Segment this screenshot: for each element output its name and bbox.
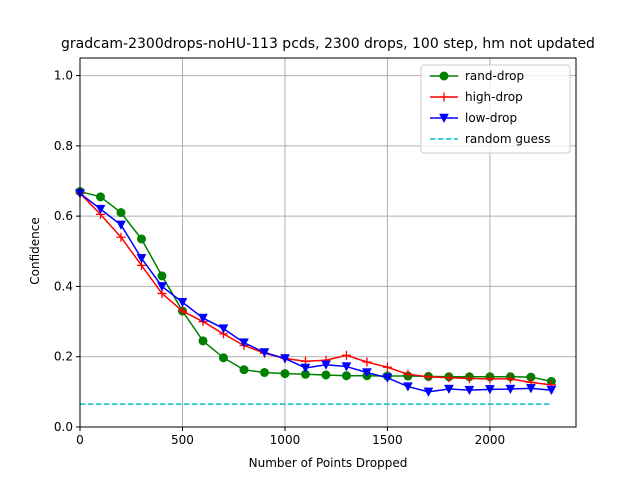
y-tick-label: 0.8 bbox=[54, 139, 73, 153]
legend-box bbox=[420, 64, 571, 154]
y-axis-label: Confidence bbox=[28, 217, 42, 284]
data-point-high-drop bbox=[423, 372, 433, 382]
data-point-low-drop bbox=[116, 220, 126, 230]
data-point-low-drop bbox=[362, 368, 372, 378]
data-point-low-drop bbox=[485, 385, 495, 395]
data-point-high-drop bbox=[444, 373, 454, 383]
series-layer bbox=[75, 187, 557, 405]
data-point-high-drop bbox=[403, 369, 413, 379]
data-point-low-drop bbox=[444, 384, 454, 395]
data-point-low-drop bbox=[95, 204, 106, 215]
data-point-rand-drop bbox=[136, 234, 146, 244]
series-line-low-drop bbox=[79, 192, 552, 393]
data-point-high-drop bbox=[116, 232, 126, 242]
data-point-high-drop bbox=[362, 357, 372, 367]
legend-label-low-drop: low-drop bbox=[465, 111, 517, 125]
data-point-low-drop bbox=[157, 282, 167, 292]
data-point-high-drop bbox=[341, 350, 351, 360]
legend-entry-low-drop: low-drop bbox=[430, 111, 517, 125]
data-point-high-drop bbox=[485, 374, 495, 384]
axis-ticks: 0 500 1000 1500 2000 0.0 0.2 0.4 0.6 0.8 1.0 bbox=[54, 69, 505, 447]
data-point-rand-drop bbox=[341, 371, 351, 381]
legend-label-high-drop: high-drop bbox=[465, 90, 523, 104]
y-tick-label: 1.0 bbox=[54, 69, 73, 83]
data-point-rand-drop bbox=[239, 365, 249, 375]
data-point-rand-drop bbox=[218, 353, 228, 363]
data-point-low-drop bbox=[198, 313, 208, 324]
data-point-rand-drop bbox=[95, 192, 105, 202]
series-line-high-drop bbox=[79, 192, 552, 386]
data-point-rand-drop bbox=[116, 208, 126, 218]
chart-title: gradcam-2300drops-noHU-113 pcds, 2300 dr… bbox=[61, 36, 595, 52]
data-point-low-drop bbox=[341, 362, 352, 372]
x-tick-label: 2000 bbox=[475, 433, 506, 447]
data-point-low-drop bbox=[300, 363, 311, 373]
data-point-high-drop bbox=[382, 362, 392, 372]
legend: rand-drop high-drop low-drop random guess bbox=[420, 64, 571, 154]
legend-entry-high-drop: high-drop bbox=[430, 90, 523, 104]
data-point-rand-drop bbox=[198, 336, 208, 346]
plot-frame bbox=[79, 57, 577, 428]
data-point-low-drop bbox=[280, 354, 290, 364]
data-point-high-drop bbox=[464, 374, 474, 384]
data-point-low-drop bbox=[403, 382, 413, 392]
y-tick-label: 0.4 bbox=[54, 279, 73, 293]
series-low-drop bbox=[75, 189, 557, 397]
data-point-rand-drop bbox=[280, 369, 290, 379]
data-point-low-drop bbox=[218, 324, 229, 334]
data-point-low-drop bbox=[259, 348, 270, 358]
legend-marker-low-drop bbox=[439, 113, 449, 124]
y-tick-label: 0.6 bbox=[54, 209, 73, 223]
data-point-low-drop bbox=[423, 387, 434, 397]
data-point-rand-drop bbox=[157, 271, 167, 281]
legend-entry-random-guess: random guess bbox=[430, 132, 550, 146]
x-tick-label: 1500 bbox=[372, 433, 403, 447]
data-point-rand-drop bbox=[321, 370, 331, 380]
data-point-high-drop bbox=[177, 306, 187, 316]
y-tick-label: 0.0 bbox=[54, 420, 73, 434]
legend-entry-rand-drop: rand-drop bbox=[430, 69, 524, 83]
data-point-low-drop bbox=[546, 385, 557, 396]
x-tick-label: 500 bbox=[171, 433, 194, 447]
data-point-low-drop bbox=[321, 360, 331, 370]
data-point-low-drop bbox=[239, 338, 249, 348]
data-point-rand-drop bbox=[259, 368, 269, 378]
x-tick-label: 0 bbox=[76, 433, 84, 447]
x-axis-label: Number of Points Dropped bbox=[249, 456, 408, 470]
data-point-high-drop bbox=[505, 374, 515, 384]
data-point-low-drop bbox=[505, 384, 516, 395]
legend-label-random-guess: random guess bbox=[465, 132, 550, 146]
data-point-low-drop bbox=[464, 385, 475, 396]
data-point-low-drop bbox=[136, 254, 147, 264]
data-point-low-drop bbox=[177, 297, 188, 308]
data-point-low-drop bbox=[382, 373, 393, 383]
data-point-low-drop bbox=[525, 384, 536, 394]
y-tick-label: 0.2 bbox=[54, 350, 73, 364]
x-tick-label: 1000 bbox=[270, 433, 301, 447]
series-high-drop bbox=[75, 188, 556, 390]
legend-marker-high-drop bbox=[439, 92, 449, 102]
legend-label-rand-drop: rand-drop bbox=[465, 69, 524, 83]
legend-marker-rand-drop bbox=[439, 71, 449, 81]
